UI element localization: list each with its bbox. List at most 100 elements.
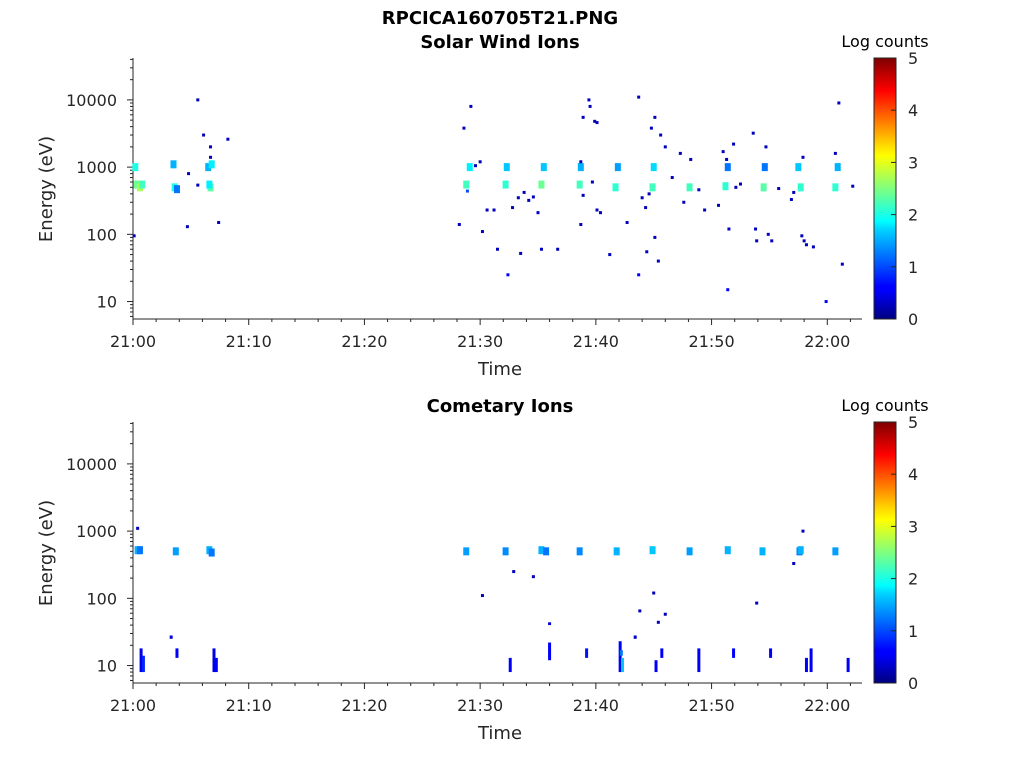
colorbar-tick-label: 2 [908,206,918,225]
data-cell [797,546,804,555]
data-cell [652,591,656,595]
data-cell [133,180,140,189]
x-tick-label: 21:00 [110,696,156,715]
data-cell [833,151,837,155]
data-cell [503,163,510,172]
colorbar-tick-label: 5 [908,413,918,432]
data-cell [463,180,470,189]
data-cell [506,273,510,277]
data-cell [789,197,793,201]
colorbar-label: Log counts [841,32,928,51]
x-tick-label: 21:20 [341,332,387,351]
data-cell [206,180,213,189]
data-bar [620,657,624,673]
data-cell [670,176,674,180]
data-cell [656,259,660,263]
y-tick-label: 10 [97,657,117,676]
data-cell [739,182,742,186]
data-cell [502,547,509,556]
data-bar [732,648,736,658]
data-cell [721,150,725,154]
data-cell [502,180,509,189]
data-cell [132,163,139,172]
data-bar [633,635,637,639]
y-axis-label: Energy (eV) [36,500,57,606]
data-cell [653,115,657,119]
data-cell [226,137,230,141]
colorbar-tick-label: 1 [908,622,918,641]
data-cell [132,234,136,238]
data-bar [619,650,623,656]
data-cell [724,163,731,172]
data-cell [640,196,644,200]
x-tick-label: 21:30 [457,696,503,715]
panel-solar-wind-ions: Solar Wind Ions Log counts 21:00 21:10 21:… [36,32,929,380]
data-bar [548,642,552,661]
data-bar [214,657,218,673]
data-cell [686,547,693,556]
data-cell [647,192,651,196]
data-cell [217,220,221,224]
data-cell [697,188,701,192]
data-bar [769,648,773,658]
data-cell [480,594,484,598]
data-cell [208,548,215,557]
data-cell [625,220,629,224]
data-cell [770,239,774,243]
data-bar [508,657,512,673]
data-cell [613,547,620,556]
x-axis-label: Time [477,359,522,380]
data-cell [531,575,535,579]
data-cell [538,546,545,555]
colorbar-tick-label: 4 [908,101,918,120]
data-cell [851,184,855,188]
data-cell [824,300,828,304]
data-cell [576,180,583,189]
data-cell [511,206,515,210]
data-cell [485,208,489,212]
data-cell [644,206,648,210]
x-tick-label: 21:50 [689,332,735,351]
data-cell [172,547,179,556]
data-cell [766,232,770,236]
data-cell [682,200,686,204]
data-bar [697,648,701,673]
data-cell [512,570,516,574]
y-tick-label: 1000 [76,158,117,177]
colorbar [873,421,897,684]
data-cell [581,193,585,197]
data-cell [645,250,649,254]
data-cell [724,546,731,555]
data-cell [777,187,781,191]
data-cell [663,612,667,616]
figure-title: RPCICA160705T21.PNG [382,8,618,29]
data-cell [678,151,682,155]
data-cell [649,546,656,555]
data-cell [795,163,802,172]
colorbar-tick-label: 0 [908,674,918,693]
data-cell [209,155,213,159]
data-cell [650,163,657,172]
data-cell [457,223,461,227]
data-cell [792,561,796,565]
data-cell [727,227,731,231]
data-cell [492,208,496,212]
data-cell [722,182,729,191]
data-cell [202,133,206,137]
data-cell [587,98,591,102]
x-tick-label: 22:00 [804,696,850,715]
data-cell [649,183,656,192]
data-cell [802,239,806,243]
data-cell [801,155,805,159]
data-bar [169,635,173,639]
data-bar [804,657,808,673]
x-tick-label: 21:50 [689,696,735,715]
x-tick-label: 21:20 [341,696,387,715]
colorbar-tick-label: 3 [908,153,918,172]
data-cell [581,115,585,119]
data-cell [732,142,736,146]
data-cell [761,163,768,172]
data-cell [579,223,583,227]
y-tick-label: 10 [97,293,117,312]
data-cell [522,190,526,194]
